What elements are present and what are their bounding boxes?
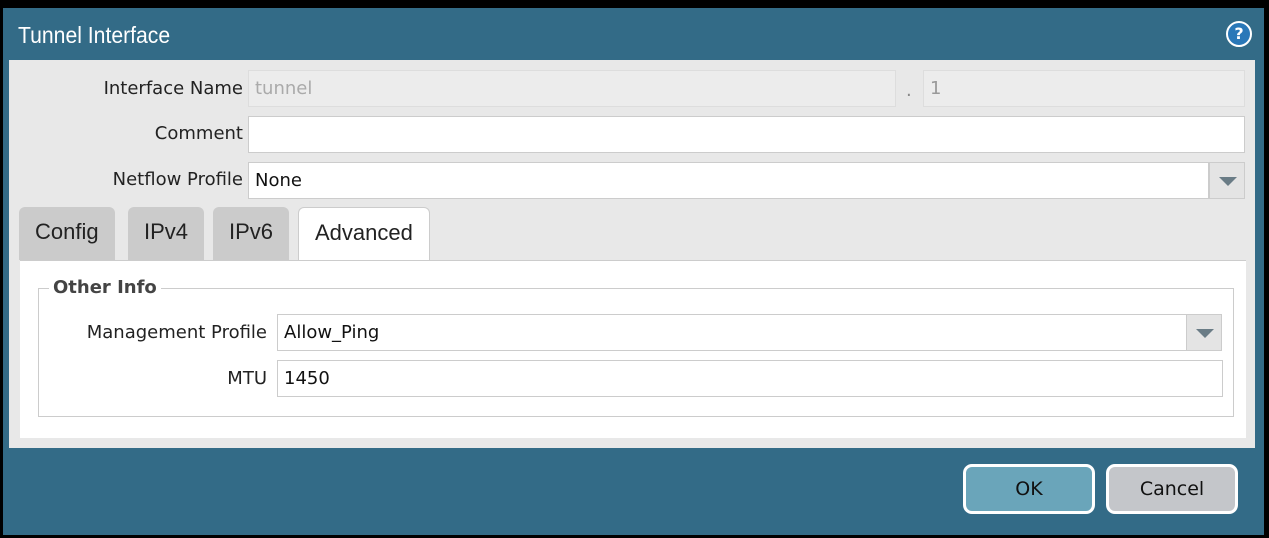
management-profile-select[interactable]: Allow_Ping	[277, 314, 1187, 351]
interface-name-input: tunnel	[248, 70, 896, 107]
dialog-title: Tunnel Interface	[18, 22, 171, 48]
tunnel-interface-dialog: Tunnel Interface ? Interface Name tunnel…	[3, 8, 1264, 535]
management-profile-label: Management Profile	[86, 322, 267, 343]
comment-input[interactable]	[248, 116, 1245, 153]
tab-advanced[interactable]: Advanced	[298, 207, 430, 261]
interface-name-label: Interface Name	[103, 78, 243, 99]
dialog-body: Interface Name tunnel . 1 Comment Netflo…	[9, 60, 1255, 448]
chevron-down-icon[interactable]	[1186, 314, 1222, 351]
other-info-legend: Other Info	[49, 277, 161, 298]
mtu-label: MTU	[227, 368, 267, 389]
cancel-button[interactable]: Cancel	[1106, 464, 1238, 514]
netflow-profile-label: Netflow Profile	[112, 169, 243, 190]
help-icon[interactable]: ?	[1226, 21, 1252, 47]
tab-ipv6[interactable]: IPv6	[213, 207, 290, 260]
tab-ipv4[interactable]: IPv4	[128, 207, 205, 260]
netflow-profile-select[interactable]: None	[248, 162, 1209, 199]
comment-label: Comment	[154, 123, 243, 144]
chevron-down-icon[interactable]	[1209, 162, 1245, 199]
other-info-fieldset: Other Info Management Profile Allow_Ping…	[38, 277, 1234, 417]
tab-config[interactable]: Config	[19, 207, 115, 260]
mtu-input[interactable]: 1450	[277, 360, 1223, 397]
ok-button[interactable]: OK	[963, 464, 1095, 514]
advanced-panel: Other Info Management Profile Allow_Ping…	[20, 260, 1246, 438]
interface-number-input: 1	[923, 70, 1245, 107]
interface-separator: .	[906, 80, 912, 101]
